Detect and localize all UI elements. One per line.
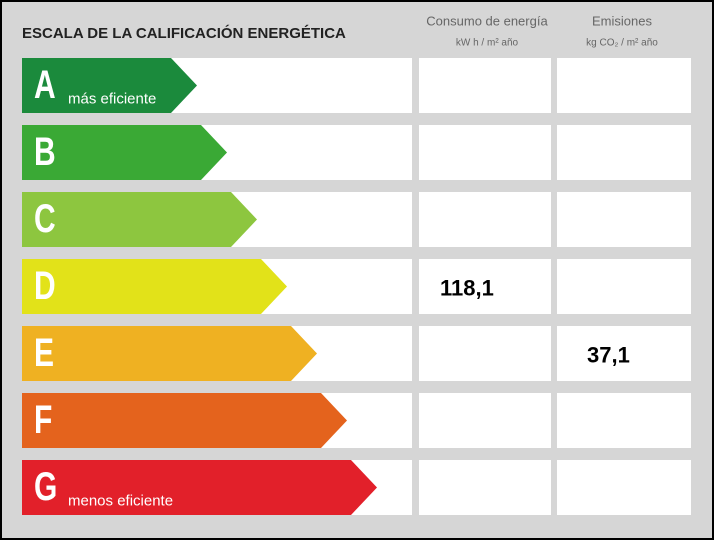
cell [419,326,551,381]
cell [419,259,551,314]
rating-arrow [22,393,347,448]
rating-letter: F [34,398,52,442]
rating-arrow [22,125,227,180]
energy-value: 118,1 [440,275,494,300]
column-unit: kW h / m² año [456,38,519,49]
rating-arrow [22,460,377,515]
rating-label: menos eficiente [68,492,173,509]
rating-arrow [22,192,257,247]
cell [557,58,691,113]
cell [419,58,551,113]
title: ESCALA DE LA CALIFICACIÓN ENERGÉTICA [22,24,346,42]
column-unit: kg CO₂ / m² año [586,38,658,49]
cell [557,326,691,381]
rating-letter: C [34,197,56,241]
cell [557,192,691,247]
rating-letter: D [34,264,56,308]
rating-label: más eficiente [68,90,156,107]
cell [557,393,691,448]
column-title: Emisiones [592,13,652,28]
cell [557,460,691,515]
cell [419,460,551,515]
column-title: Consumo de energía [426,13,548,28]
cell [419,192,551,247]
cell [419,393,551,448]
cell [557,125,691,180]
cell [557,259,691,314]
rating-letter: A [34,63,56,107]
emissions-value: 37,1 [587,342,630,367]
rating-letter: G [34,465,57,509]
rating-letter: B [34,130,56,174]
rating-arrow [22,58,197,113]
rating-letter: E [34,331,54,375]
rating-arrow [22,259,287,314]
rating-arrow [22,326,317,381]
cell [419,125,551,180]
